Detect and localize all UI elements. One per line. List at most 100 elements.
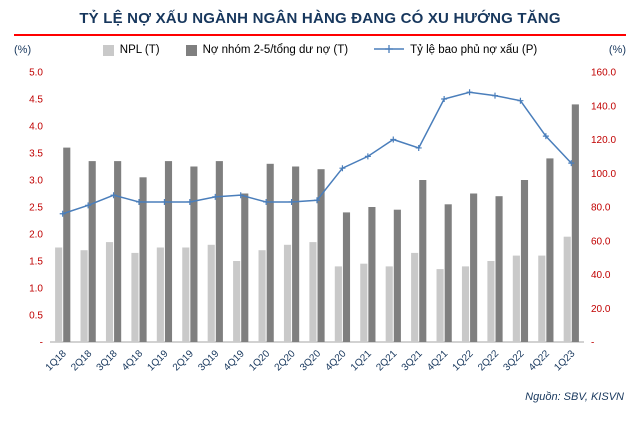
title-underline: TỶ LỆ NỢ XẤU NGÀNH NGÂN HÀNG ĐANG CÓ XU …: [14, 8, 626, 36]
right-axis-tick: -: [591, 338, 594, 349]
source-note: Nguồn: SBV, KISVN: [525, 391, 624, 403]
coverage-marker: [212, 193, 219, 200]
x-axis-label: 1Q21: [349, 348, 374, 373]
left-axis-tick: 4.5: [29, 95, 43, 106]
group25-bar: [266, 163, 274, 342]
right-axis-tick: 120.0: [591, 135, 616, 146]
coverage-marker: [568, 160, 575, 167]
npl-bar: [538, 255, 546, 342]
npl-bar: [563, 236, 571, 342]
group25-bar: [419, 180, 427, 342]
coverage-marker: [517, 97, 524, 104]
left-axis-tick: 3.5: [29, 149, 43, 160]
npl-bar: [105, 242, 114, 342]
legend-label-group25: Nợ nhóm 2-5/tổng dư nợ (T): [202, 44, 349, 56]
npl-bar: [334, 266, 342, 342]
group25-bar: [342, 212, 351, 342]
group25-bar: [520, 180, 529, 342]
x-axis-label: 2Q20: [273, 348, 298, 373]
group25-bar: [393, 209, 401, 342]
left-axis-tick: 1.0: [29, 284, 43, 295]
coverage-marker: [288, 198, 295, 205]
npl-bar: [80, 250, 88, 342]
group25-bar: [495, 196, 503, 342]
legend: NPL (T) Nợ nhóm 2-5/tổng dư nợ (T) Tỷ lệ…: [44, 44, 596, 57]
right-axis-tick: 60.0: [591, 236, 611, 247]
npl-bar: [283, 244, 292, 342]
coverage-marker: [314, 197, 320, 204]
group25-bar: [190, 166, 198, 342]
x-axis-label: 3Q22: [501, 348, 526, 373]
coverage-marker: [136, 198, 142, 205]
coverage-marker: [339, 165, 346, 172]
npl-bar: [411, 252, 419, 342]
coverage-marker: [466, 89, 473, 96]
coverage-marker: [441, 96, 448, 102]
legend-item-coverage: Tỷ lệ bao phủ nợ xấu (P): [374, 44, 537, 57]
coverage-marker: [186, 198, 193, 205]
legend-label-npl: NPL (T): [119, 44, 160, 56]
coverage-marker: [492, 92, 498, 99]
coverage-line: [62, 91, 572, 215]
right-axis-tick: 80.0: [591, 203, 611, 214]
npl-bar: [461, 266, 470, 342]
npl-bar: [385, 266, 393, 342]
x-axis-label: 2Q21: [374, 348, 399, 373]
npl-bar: [360, 263, 368, 342]
x-axis-label: 3Q18: [95, 348, 120, 373]
npl-bar: [436, 269, 444, 342]
left-axis-tick: 0.5: [29, 311, 43, 322]
group25-bar: [546, 158, 554, 342]
legend-row: (%) NPL (T) Nợ nhóm 2-5/tổng dư nợ (T) T…: [14, 40, 626, 60]
chart-canvas: - 0.5 1.0 1.5 2.0 2.5 3.0 3.5 4.0 4.5 5.0 - 20.0 40.0…: [29, 68, 616, 374]
right-axis-tick: 40.0: [591, 270, 611, 281]
npl-bar: [156, 247, 164, 342]
coverage-marker: [110, 192, 117, 199]
group25-bar: [88, 161, 96, 342]
x-axis-label: 1Q19: [145, 348, 170, 373]
group25-bar: [571, 104, 579, 343]
group25-bar: [164, 161, 173, 342]
npl-bar: [55, 247, 63, 342]
group25-bar: [139, 177, 147, 342]
npl-bar: [512, 255, 520, 342]
npl-bar: [131, 252, 139, 342]
group25-bar: [444, 204, 452, 342]
coverage-marker: [390, 136, 397, 143]
npl-bar: [309, 242, 317, 342]
left-axis-tick: 4.0: [29, 122, 43, 133]
left-axis-tick: 3.0: [29, 176, 43, 187]
coverage-marker: [542, 133, 549, 140]
coverage-marker: [415, 144, 422, 151]
left-axis-tick: -: [40, 338, 43, 349]
x-axis-label: 1Q22: [451, 348, 476, 373]
legend-item-group25: Nợ nhóm 2-5/tổng dư nợ (T): [185, 44, 349, 56]
left-axis-unit: (%): [14, 44, 32, 56]
x-axis-label: 3Q20: [298, 348, 323, 373]
left-axis-tick: 2.5: [29, 203, 43, 214]
npl-bar: [207, 244, 215, 342]
npl-bar: [258, 250, 266, 342]
coverage-marker: [237, 192, 244, 199]
x-axis-label: 4Q21: [425, 348, 450, 373]
x-axis-label: 4Q19: [222, 348, 247, 373]
group25-bar: [215, 161, 223, 342]
right-axis-tick: 100.0: [591, 169, 616, 180]
group25-bar: [114, 161, 122, 342]
x-axis-label: 3Q19: [196, 348, 221, 373]
x-axis-label: 2Q19: [171, 348, 196, 373]
coverage-marker: [364, 153, 371, 160]
left-axis-tick: 5.0: [29, 68, 43, 79]
group25-bar: [63, 147, 71, 342]
legend-item-npl: NPL (T): [102, 44, 160, 56]
coverage-marker: [85, 202, 92, 209]
x-axis-label: 1Q18: [44, 348, 69, 373]
npl-bar: [182, 247, 190, 342]
right-axis-tick: 140.0: [591, 101, 616, 112]
coverage-marker: [161, 198, 168, 205]
group25-bar: [317, 169, 325, 342]
group25-bar: [292, 166, 300, 342]
x-axis-label: 4Q20: [323, 348, 348, 373]
coverage-line-swatch: [374, 44, 405, 57]
